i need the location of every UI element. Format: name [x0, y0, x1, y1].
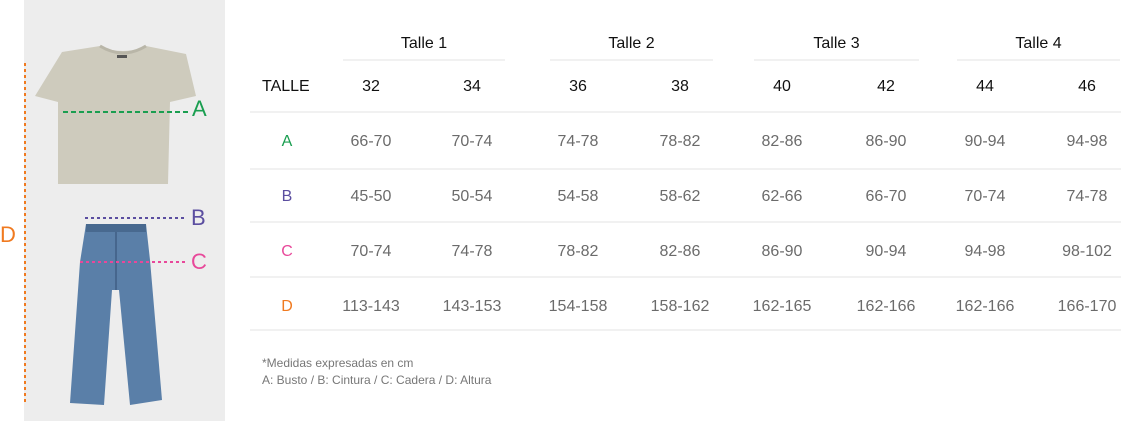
table-cell: 54-58	[558, 188, 599, 205]
table-cell: 94-98	[1067, 133, 1108, 150]
table-cell: 90-94	[965, 133, 1006, 150]
table-cell: 74-78	[452, 243, 493, 260]
table-cell: 113-143	[342, 298, 400, 315]
row-label: B	[282, 188, 293, 205]
table-cell: 90-94	[866, 243, 907, 260]
row-label: D	[281, 298, 293, 315]
table-cell: 74-78	[558, 133, 599, 150]
table-cell: 78-82	[660, 133, 701, 150]
size-header: 46	[1078, 78, 1096, 95]
table-cell: 162-166	[956, 298, 1015, 315]
group-header: Talle 2	[608, 35, 654, 52]
table-cell: 70-74	[965, 188, 1006, 205]
size-header: 38	[671, 78, 689, 95]
table-cell: 70-74	[351, 243, 392, 260]
table-cell: 82-86	[660, 243, 701, 260]
row-label: C	[281, 243, 293, 260]
table-cell: 86-90	[762, 243, 803, 260]
table-cell: 158-162	[651, 298, 710, 315]
group-header: Talle 3	[813, 35, 859, 52]
table-cell: 86-90	[866, 133, 907, 150]
measure-label: B	[191, 205, 206, 230]
size-header: 34	[463, 78, 481, 95]
table-cell: 154-158	[549, 298, 608, 315]
table-cell: 66-70	[351, 133, 392, 150]
measure-label: C	[191, 249, 207, 274]
table-cell: 66-70	[866, 188, 907, 205]
size-header: 40	[773, 78, 791, 95]
size-header: 44	[976, 78, 994, 95]
group-header: Talle 4	[1015, 35, 1061, 52]
measure-label: A	[192, 96, 207, 121]
footnote: *Medidas expresadas en cm	[262, 356, 413, 370]
table-cell: 162-165	[753, 298, 812, 315]
table-cell: 82-86	[762, 133, 803, 150]
table-cell: 50-54	[452, 188, 493, 205]
table-cell: 94-98	[965, 243, 1006, 260]
measure-label: D	[0, 222, 16, 247]
row-label: A	[282, 133, 293, 150]
table-cell: 58-62	[660, 188, 701, 205]
table-cell: 74-78	[1067, 188, 1108, 205]
table-cell: 162-166	[857, 298, 916, 315]
size-header: 32	[362, 78, 380, 95]
table-cell: 143-153	[443, 298, 502, 315]
size-header: 36	[569, 78, 587, 95]
group-header: Talle 1	[401, 35, 447, 52]
header-label: TALLE	[262, 78, 310, 95]
size-header: 42	[877, 78, 895, 95]
table-cell: 62-66	[762, 188, 803, 205]
table-cell: 78-82	[558, 243, 599, 260]
garment-image	[24, 0, 225, 421]
table-cell: 70-74	[452, 133, 493, 150]
table-cell: 166-170	[1058, 298, 1117, 315]
table-cell: 98-102	[1062, 243, 1112, 260]
table-cell: 45-50	[351, 188, 392, 205]
footnote: A: Busto / B: Cintura / C: Cadera / D: A…	[262, 373, 492, 387]
